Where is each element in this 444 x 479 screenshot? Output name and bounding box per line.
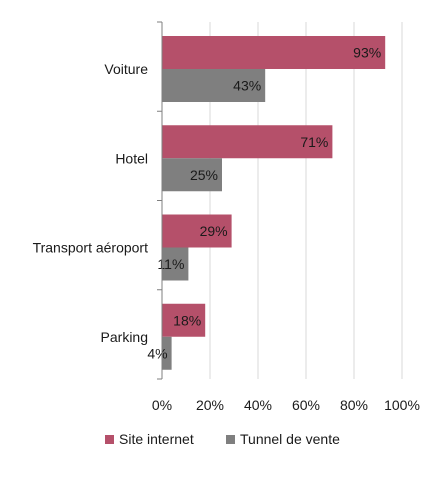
x-tick-label: 100% — [384, 397, 420, 413]
category-label: Hotel — [115, 150, 148, 166]
data-label: 29% — [200, 223, 228, 239]
axes: 0% 20% 40% 60% 80% 100% Voiture Hotel Transport … — [33, 21, 420, 413]
legend-label: Tunnel de vente — [240, 431, 340, 447]
bar-site-internet — [162, 214, 232, 248]
x-tick-label: 0% — [152, 397, 172, 413]
bar-tunnel-de-vente — [162, 158, 222, 192]
bar-tunnel-de-vente — [162, 69, 266, 102]
legend-swatch — [105, 435, 114, 444]
x-tick-label: 60% — [292, 397, 320, 413]
data-label: 4% — [147, 345, 167, 361]
bar-tunnel-de-vente — [162, 247, 189, 281]
data-label: 71% — [300, 134, 328, 150]
bar-site-internet — [162, 303, 206, 337]
data-label: 18% — [173, 312, 201, 328]
legend-swatch — [226, 435, 235, 444]
x-tick-label: 80% — [340, 397, 368, 413]
category-label: Parking — [101, 329, 148, 345]
bars: 93% 43% 71% 25% 29% 11% 18% 4% — [147, 36, 386, 370]
data-label: 25% — [190, 167, 218, 183]
category-label: Voiture — [104, 61, 148, 77]
category-label: Transport aéroport — [33, 240, 149, 256]
x-tick-label: 20% — [196, 397, 224, 413]
bar-tunnel-de-vente — [162, 336, 172, 370]
data-label: 43% — [233, 78, 261, 94]
bar-site-internet — [162, 125, 333, 159]
x-tick-label: 40% — [244, 397, 272, 413]
bar-site-internet — [162, 36, 386, 69]
legend: Site internet Tunnel de vente — [105, 431, 340, 447]
legend-label: Site internet — [119, 431, 194, 447]
data-label: 93% — [353, 45, 381, 61]
data-label: 11% — [157, 256, 184, 272]
